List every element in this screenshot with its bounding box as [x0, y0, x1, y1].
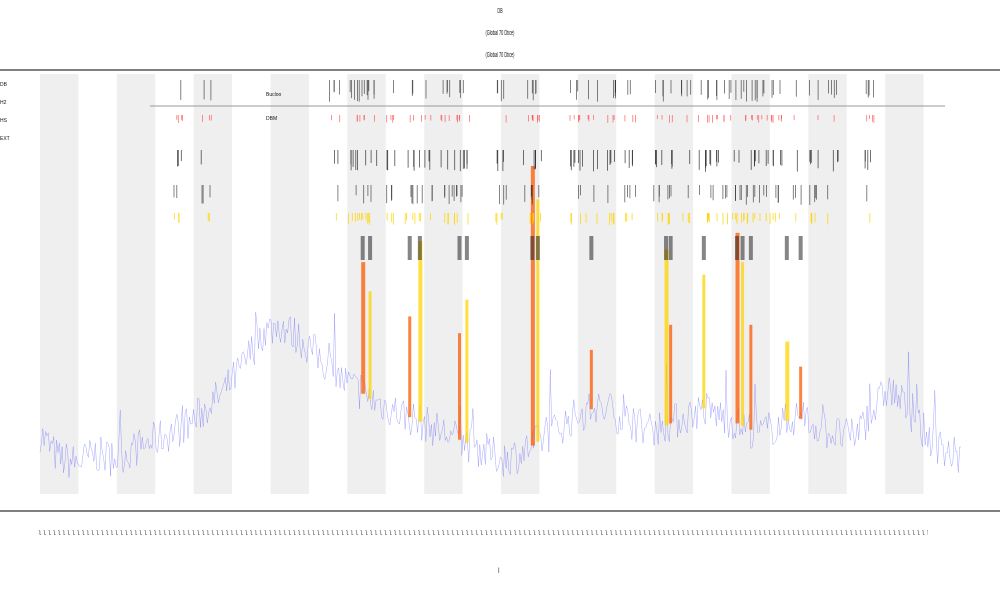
spike-cluster	[668, 236, 673, 260]
annotation-label-2: DBM	[266, 116, 278, 122]
chart-marks	[39, 80, 962, 478]
spike-cluster	[740, 236, 745, 260]
band	[347, 74, 386, 494]
spike-cluster	[457, 236, 462, 260]
spike-mark	[664, 249, 669, 426]
spike-mark	[749, 324, 753, 430]
annotation-label-1: Bucloo	[266, 92, 282, 98]
legend-item-4: EXT	[0, 136, 10, 142]
spike-cluster	[701, 236, 706, 260]
spike-cluster	[360, 236, 365, 260]
spike-cluster	[664, 236, 669, 260]
chart-subtitle-2: (Global 70 Dtice)	[485, 52, 515, 59]
band	[654, 74, 694, 494]
legend-item-1: DB	[0, 82, 7, 88]
spike-mark	[361, 262, 366, 394]
spike-mark	[799, 366, 803, 419]
spike-cluster	[748, 236, 753, 260]
spike-mark	[735, 232, 740, 424]
spike-cluster	[798, 236, 803, 260]
spike-mark	[408, 316, 412, 418]
series-line-baseline	[39, 312, 962, 478]
band	[808, 74, 847, 494]
legend-item-3: HS	[0, 118, 7, 124]
spike-mark	[458, 333, 462, 440]
spike-mark	[589, 349, 593, 410]
spike-cluster	[464, 236, 469, 260]
spike-mark	[465, 299, 469, 444]
spike-cluster	[368, 236, 373, 260]
band	[193, 74, 233, 494]
band	[40, 74, 79, 494]
x-axis-caption: l	[498, 568, 500, 575]
band	[116, 74, 156, 494]
band	[885, 74, 924, 494]
band	[577, 74, 617, 494]
spike-cluster	[407, 236, 412, 260]
chart-title: DB	[497, 8, 503, 15]
spike-mark	[368, 291, 372, 399]
band	[270, 74, 309, 494]
spike-mark	[702, 274, 706, 409]
spike-cluster	[530, 236, 535, 260]
spike-mark	[418, 241, 423, 422]
legend-item-2: H2	[0, 100, 7, 106]
spike-mark	[669, 324, 673, 424]
x-tick-labels: llllllllllllllllllllllllllllllllllllllll…	[38, 530, 928, 537]
spike-mark	[530, 165, 535, 446]
spike-cluster	[735, 236, 740, 260]
band	[424, 74, 463, 494]
spike-cluster	[589, 236, 594, 260]
spike-cluster	[784, 236, 789, 260]
spike-mark	[785, 341, 790, 421]
spike-cluster	[535, 236, 540, 260]
spike-mark	[536, 199, 540, 442]
chart-subtitle-1: (Global 70 Dtice)	[485, 30, 515, 37]
spike-mark	[741, 262, 745, 426]
spike-cluster	[417, 236, 422, 260]
